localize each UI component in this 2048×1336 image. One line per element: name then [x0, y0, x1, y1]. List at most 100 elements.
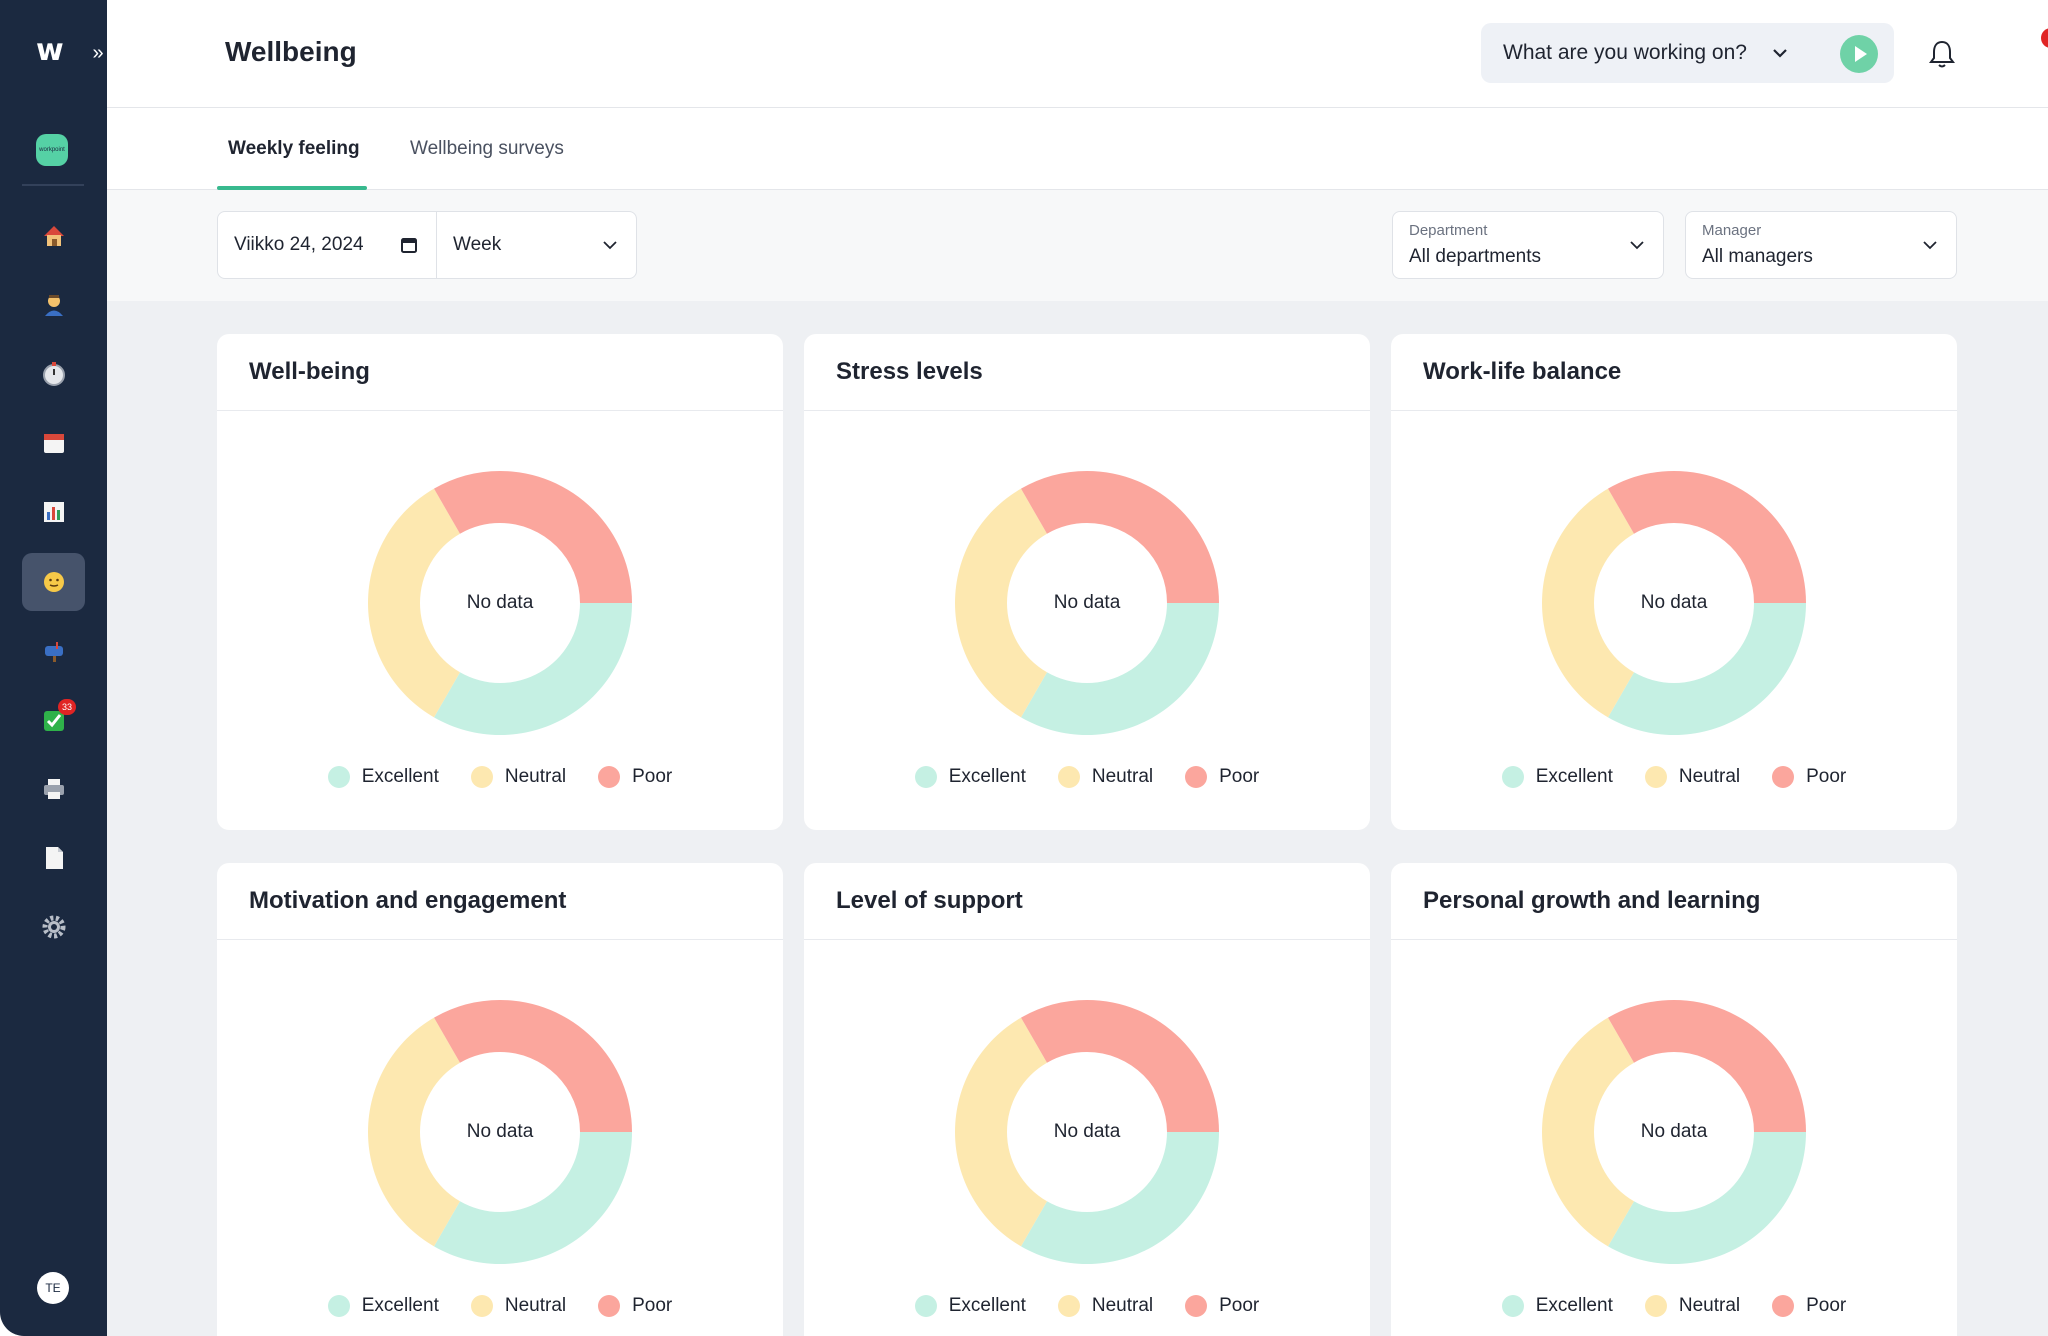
donut-segment-poor-top: [434, 471, 500, 534]
calendar-picker-icon[interactable]: [400, 236, 418, 254]
tasks-count-badge: 33: [58, 699, 76, 715]
legend-item-poor: Poor: [598, 1295, 672, 1317]
sidebar-item-people[interactable]: [22, 276, 85, 334]
working-on-selector[interactable]: What are you working on?: [1481, 23, 1894, 83]
card-title: Personal growth and learning: [1391, 863, 1957, 940]
donut-segment-neutral: [368, 488, 460, 718]
content-area: Well-being No data Excellent Neutral Poo…: [107, 301, 2048, 1336]
legend-label: Excellent: [948, 1295, 1026, 1316]
sidebar-item-print[interactable]: [22, 760, 85, 818]
legend-dot-excellent: [327, 1295, 350, 1317]
legend-item-neutral: Neutral: [470, 766, 567, 788]
legend-label: Excellent: [361, 1295, 439, 1316]
donut-segment-poor: [1087, 471, 1219, 603]
sidebar-item-settings[interactable]: [22, 898, 85, 956]
donut-segment-neutral: [1542, 488, 1634, 718]
legend-item-poor: Poor: [598, 766, 672, 788]
legend-item-excellent: Excellent: [327, 1295, 439, 1317]
donut-chart: No data: [1537, 466, 1811, 740]
user-avatar[interactable]: TE: [37, 1272, 69, 1304]
chart-legend: Excellent Neutral Poor: [1391, 766, 1957, 788]
donut-segment-excellent: [1608, 1132, 1806, 1264]
legend-item-neutral: Neutral: [1644, 766, 1741, 788]
chart-legend: Excellent Neutral Poor: [1391, 1295, 1957, 1317]
sidebar-item-calendar[interactable]: [22, 414, 85, 472]
legend-dot-excellent: [914, 1295, 937, 1317]
legend-label: Neutral: [1678, 1295, 1741, 1316]
date-filter-group: Viikko 24, 2024 Week: [217, 211, 637, 279]
no-data-label: No data: [1053, 1121, 1121, 1142]
sidebar-item-tasks[interactable]: 33: [22, 691, 85, 749]
department-select[interactable]: Department All departments: [1392, 211, 1664, 279]
no-data-label: No data: [1640, 592, 1708, 613]
chevron-down-icon: [1773, 49, 1787, 58]
stopwatch-icon: [42, 362, 65, 386]
manager-select-value: All managers: [1702, 246, 1813, 267]
donut-segment-poor-top: [1021, 471, 1087, 534]
legend-label: Neutral: [1091, 766, 1154, 787]
tab-bar: Weekly feeling Wellbeing surveys: [107, 108, 2048, 190]
chart-legend: Excellent Neutral Poor: [217, 1295, 783, 1317]
chart-legend: Excellent Neutral Poor: [804, 766, 1370, 788]
legend-dot-excellent: [1501, 766, 1524, 788]
tab-wellbeing-surveys[interactable]: Wellbeing surveys: [410, 138, 564, 159]
donut-segment-excellent: [1021, 603, 1219, 735]
chart-legend: Excellent Neutral Poor: [217, 766, 783, 788]
legend-dot-excellent: [914, 766, 937, 788]
legend-label: Neutral: [504, 766, 567, 787]
legend-dot-poor: [1772, 1295, 1795, 1317]
chart-legend: Excellent Neutral Poor: [804, 1295, 1370, 1317]
legend-item-neutral: Neutral: [1057, 766, 1154, 788]
period-select[interactable]: Week: [438, 212, 636, 278]
card-title: Stress levels: [804, 334, 1370, 411]
chevron-down-icon: [603, 241, 617, 250]
legend-label: Excellent: [1535, 766, 1613, 787]
sidebar-item-mailbox[interactable]: [22, 622, 85, 680]
legend-label: Poor: [1219, 1295, 1260, 1316]
legend-item-excellent: Excellent: [914, 1295, 1026, 1317]
card-title: Well-being: [217, 334, 783, 411]
legend-dot-excellent: [1501, 1295, 1524, 1317]
card-title: Level of support: [804, 863, 1370, 940]
person-icon: [44, 295, 63, 316]
sidebar-item-time-tracking[interactable]: [22, 345, 85, 403]
printer-icon: [43, 779, 64, 799]
document-icon: [45, 847, 63, 869]
legend-label: Poor: [1219, 766, 1260, 787]
app-logo[interactable]: w: [36, 33, 64, 68]
start-timer-button[interactable]: [1840, 35, 1878, 73]
card-work-life-balance: Work-life balance No data Excellent Neut…: [1391, 334, 1957, 830]
sidebar-item-wellbeing[interactable]: [22, 553, 85, 611]
legend-dot-neutral: [1644, 766, 1667, 788]
legend-dot-poor: [1185, 1295, 1208, 1317]
donut-segment-poor: [1674, 471, 1806, 603]
legend-label: Excellent: [361, 766, 439, 787]
card-motivation-engagement: Motivation and engagement No data Excell…: [217, 863, 783, 1336]
legend-label: Neutral: [1678, 766, 1741, 787]
sidebar-item-documents[interactable]: [22, 829, 85, 887]
smiley-icon: [43, 572, 64, 592]
legend-label: Excellent: [948, 766, 1026, 787]
donut-segment-poor: [1674, 1000, 1806, 1132]
legend-item-poor: Poor: [1185, 766, 1259, 788]
donut-segment-poor: [1087, 1000, 1219, 1132]
chevron-down-icon: [1630, 241, 1644, 250]
manager-select[interactable]: Manager All managers: [1685, 211, 1957, 279]
manager-select-label: Manager: [1702, 222, 1762, 239]
organization-badge[interactable]: workpoint: [36, 134, 68, 166]
donut-segment-excellent: [434, 603, 632, 735]
tab-weekly-feeling[interactable]: Weekly feeling: [228, 138, 360, 159]
week-date-input[interactable]: Viikko 24, 2024: [218, 212, 437, 278]
legend-dot-poor: [598, 766, 621, 788]
bell-icon[interactable]: [1922, 34, 1962, 74]
card-title: Work-life balance: [1391, 334, 1957, 411]
week-date-value: Viikko 24, 2024: [234, 234, 364, 255]
top-header: Wellbeing What are you working on? 2: [107, 0, 2048, 108]
sidebar-item-reports[interactable]: [22, 483, 85, 541]
donut-segment-excellent: [1021, 1132, 1219, 1264]
donut-segment-neutral: [368, 1017, 460, 1247]
no-data-label: No data: [1053, 592, 1121, 613]
sidebar-item-home[interactable]: [22, 207, 85, 265]
no-data-label: No data: [466, 1121, 534, 1142]
legend-item-excellent: Excellent: [1501, 1295, 1613, 1317]
